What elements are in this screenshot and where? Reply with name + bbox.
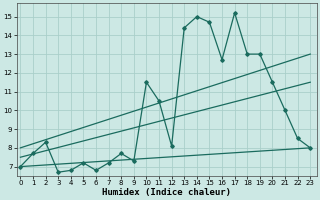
X-axis label: Humidex (Indice chaleur): Humidex (Indice chaleur) xyxy=(102,188,231,197)
